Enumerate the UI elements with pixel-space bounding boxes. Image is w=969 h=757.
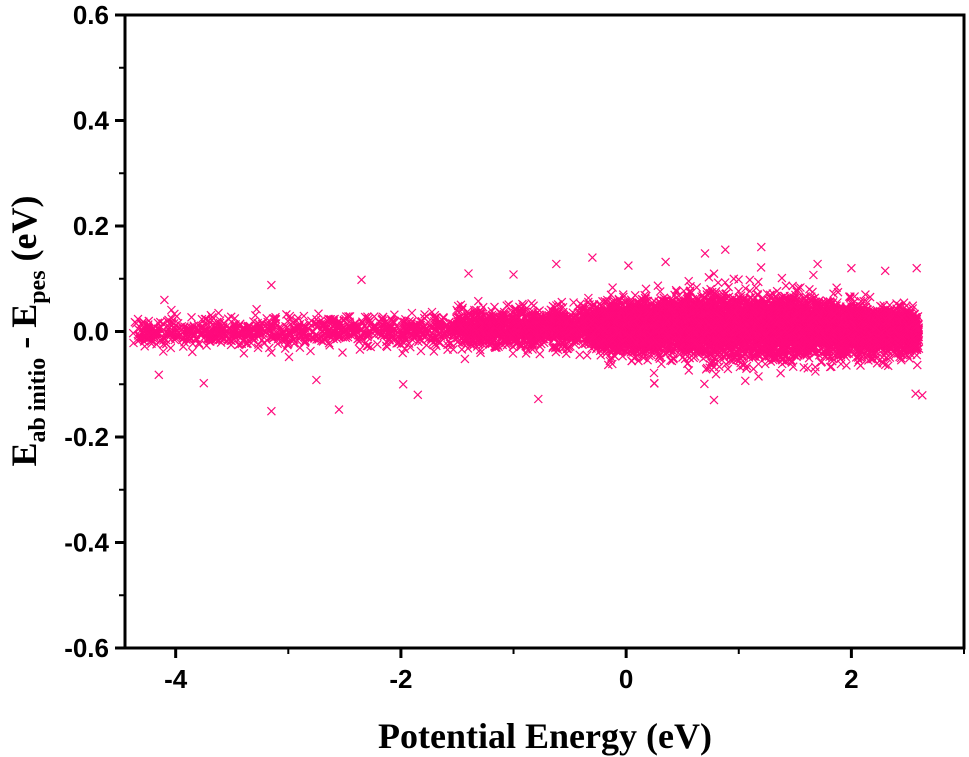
data-point — [476, 348, 486, 358]
data-point — [354, 337, 364, 347]
data-point — [745, 275, 755, 285]
data-point — [720, 278, 730, 287]
data-point — [519, 300, 529, 310]
data-point — [653, 281, 663, 291]
data-point — [649, 368, 659, 378]
data-point — [271, 330, 280, 340]
data-point — [341, 312, 351, 322]
data-point — [656, 359, 666, 369]
data-point — [266, 328, 276, 338]
data-point — [709, 362, 719, 372]
data-point — [159, 339, 168, 349]
data-point — [314, 309, 323, 319]
data-point — [892, 299, 901, 308]
data-point — [741, 284, 750, 293]
data-point — [713, 278, 723, 288]
data-point — [551, 342, 561, 352]
data-point — [338, 348, 347, 358]
data-point — [239, 348, 249, 358]
data-point — [166, 305, 176, 315]
data-point — [460, 354, 470, 364]
data-point — [721, 359, 731, 369]
data-point — [883, 361, 893, 371]
data-point — [799, 294, 809, 304]
data-point — [787, 358, 797, 368]
data-point — [836, 359, 846, 369]
data-point — [416, 346, 426, 356]
data-point — [427, 307, 437, 317]
data-point — [285, 311, 295, 321]
data-point — [742, 361, 752, 371]
data-point — [129, 338, 138, 348]
data-point — [788, 281, 798, 291]
data-point — [306, 346, 315, 356]
data-point — [400, 344, 410, 354]
data-point — [448, 344, 458, 354]
data-point — [169, 318, 179, 328]
data-point — [684, 276, 694, 286]
data-point — [575, 350, 585, 360]
data-point — [699, 379, 709, 389]
data-point — [865, 292, 875, 302]
data-point — [845, 292, 855, 302]
data-point — [293, 313, 303, 323]
data-point — [214, 308, 223, 318]
data-point — [194, 338, 204, 348]
data-point — [655, 287, 665, 296]
data-point — [608, 283, 618, 293]
data-point — [641, 284, 651, 294]
scatter-points — [128, 242, 927, 416]
data-point — [633, 356, 643, 366]
data-point — [912, 360, 922, 370]
data-point — [273, 339, 283, 349]
data-point — [508, 349, 518, 358]
data-point — [527, 298, 537, 308]
data-point — [810, 362, 820, 372]
data-point — [378, 312, 388, 322]
data-point — [187, 312, 196, 322]
data-point — [749, 364, 758, 374]
data-point — [187, 347, 197, 357]
data-point — [266, 348, 276, 358]
data-point — [885, 353, 895, 363]
data-point — [724, 282, 734, 292]
data-point — [548, 301, 558, 311]
